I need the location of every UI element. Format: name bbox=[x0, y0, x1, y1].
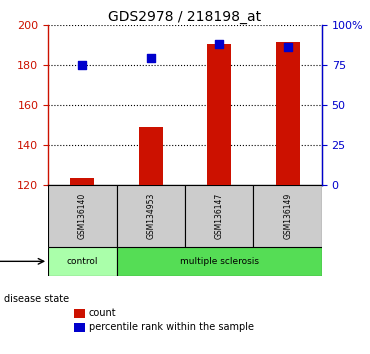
Bar bbox=[70, 178, 94, 185]
Point bbox=[148, 56, 154, 61]
Bar bbox=[185, 185, 253, 246]
Bar bbox=[117, 185, 185, 246]
Text: count: count bbox=[89, 308, 117, 318]
Title: GDS2978 / 218198_at: GDS2978 / 218198_at bbox=[108, 10, 262, 24]
Text: multiple sclerosis: multiple sclerosis bbox=[180, 257, 259, 266]
Bar bbox=[48, 246, 117, 276]
Text: GSM136147: GSM136147 bbox=[215, 193, 224, 239]
Point bbox=[79, 62, 85, 68]
Point bbox=[216, 41, 222, 47]
Text: control: control bbox=[67, 257, 98, 266]
Bar bbox=[48, 185, 117, 246]
Text: percentile rank within the sample: percentile rank within the sample bbox=[89, 322, 254, 332]
Text: GSM134953: GSM134953 bbox=[146, 193, 155, 239]
Bar bbox=[276, 42, 300, 185]
Bar bbox=[253, 185, 322, 246]
Bar bbox=[117, 246, 322, 276]
Point bbox=[285, 44, 291, 50]
Text: GSM136149: GSM136149 bbox=[283, 193, 292, 239]
Bar bbox=[139, 127, 163, 185]
Bar bbox=[207, 44, 231, 185]
Text: disease state: disease state bbox=[4, 294, 69, 304]
Text: GSM136140: GSM136140 bbox=[78, 193, 87, 239]
